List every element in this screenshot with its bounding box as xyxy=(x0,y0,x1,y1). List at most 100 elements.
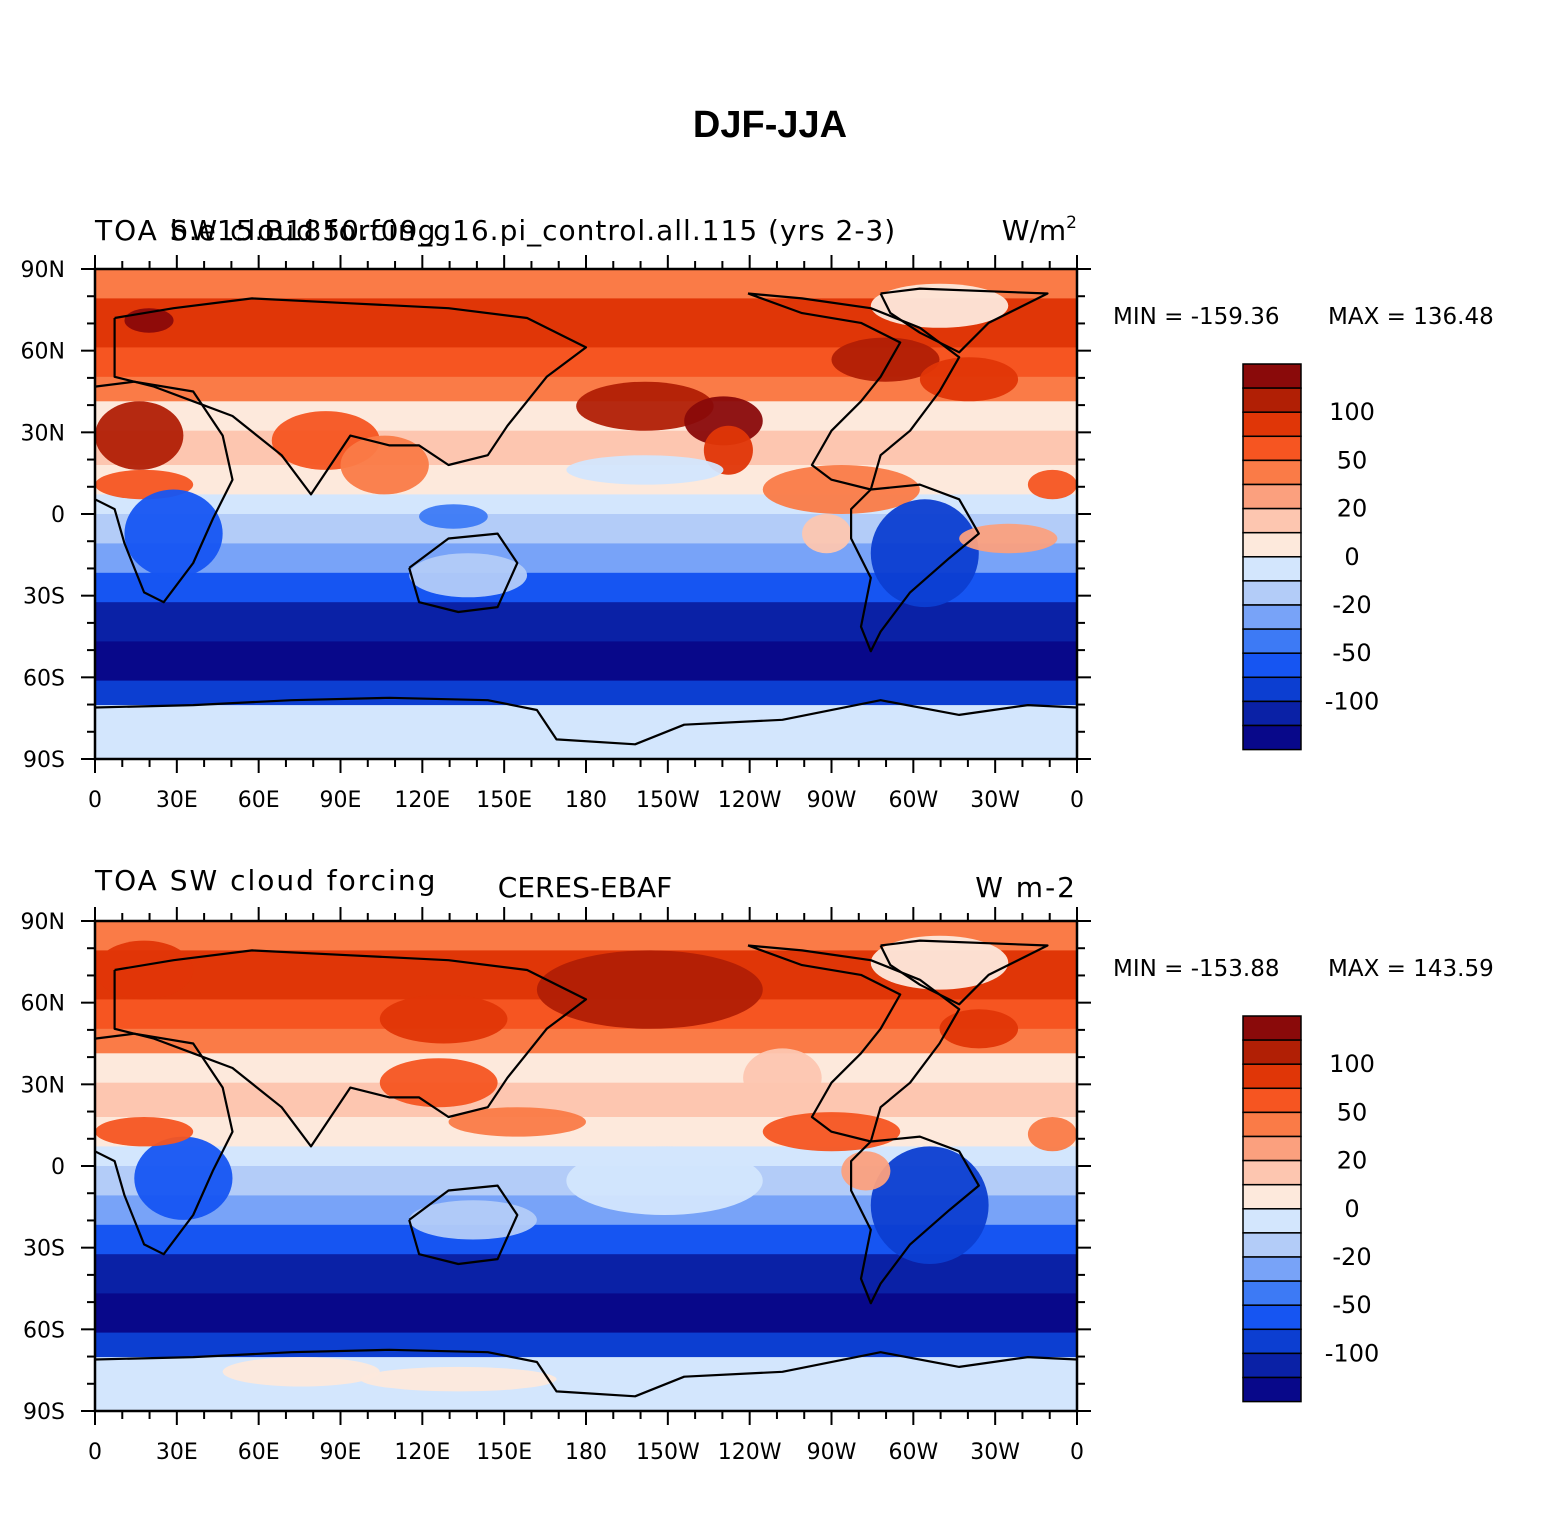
colorbar-box xyxy=(1242,1111,1302,1138)
axis-ticks: 0 30E 60E 90E 120E 150E 180 150W 120W 90W 60W 30W 09… xyxy=(21,255,1091,813)
x-tick-label: 90W xyxy=(807,1440,857,1465)
y-tick-label: 30N xyxy=(21,421,65,446)
contour-region xyxy=(959,523,1058,554)
max-label: MAX = 143.59 xyxy=(1328,956,1494,982)
colorbar-box xyxy=(1242,628,1302,654)
contour-region xyxy=(939,1009,1019,1049)
contour-region xyxy=(360,1366,557,1392)
contour-region xyxy=(566,1146,763,1215)
coastline xyxy=(879,287,1049,354)
colorbar-label: 100 xyxy=(1329,1050,1375,1078)
colorbar-box xyxy=(1242,435,1302,462)
contour-region xyxy=(762,465,920,514)
colorbar-box xyxy=(1242,483,1302,510)
contour-region xyxy=(379,1058,498,1108)
latitude-band-fill xyxy=(95,1082,1077,1118)
panel-units: W/m2 xyxy=(1002,213,1077,247)
contour-region xyxy=(95,940,194,1000)
x-tick-label: 30E xyxy=(156,788,198,813)
latitude-band-fill xyxy=(95,1293,1077,1334)
x-tick-label: 60W xyxy=(888,1440,938,1465)
x-tick-label: 150W xyxy=(636,788,700,813)
colorbar-box xyxy=(1242,531,1302,558)
contour-region xyxy=(802,514,852,554)
colorbar-box xyxy=(1242,1159,1302,1186)
contour-region xyxy=(134,1136,233,1220)
contour-region xyxy=(222,1357,380,1387)
contour-region xyxy=(576,381,714,431)
x-tick-label: 120W xyxy=(718,1440,782,1465)
colorbar-box xyxy=(1242,1304,1302,1331)
colorbar-box xyxy=(1242,507,1302,534)
coastline xyxy=(95,696,1077,746)
coastline xyxy=(747,292,961,491)
axis-ticks: 0 30E 60E 90E 120E 150E 180 150W 120W 90W 60W 30W 09… xyxy=(21,907,1091,1465)
coastline xyxy=(95,1348,1077,1398)
map-plot xyxy=(95,921,1077,1411)
contour-region xyxy=(841,1151,891,1191)
colorbar-box xyxy=(1242,1208,1302,1234)
colorbar-box xyxy=(1242,556,1302,582)
latitude-band-fill xyxy=(95,1117,1077,1148)
colorbar-box xyxy=(1242,1352,1302,1379)
latitude-band-fill xyxy=(95,1146,1077,1167)
x-tick-label: 180 xyxy=(565,788,607,813)
colorbar-box xyxy=(1242,1328,1302,1355)
colorbar-label: -100 xyxy=(1325,1339,1379,1367)
y-tick-label: 90S xyxy=(23,748,65,773)
colorbar-box xyxy=(1242,411,1302,438)
colorbar-label: -20 xyxy=(1332,1243,1371,1271)
x-tick-label: 90E xyxy=(320,788,362,813)
x-tick-label: 0 xyxy=(1070,1440,1084,1465)
panel-model: TOA SW cloud forcing b.e15.B1850.f09_g16… xyxy=(21,213,1494,813)
colorbar: 100 50 20 0 -20 -50 -100 xyxy=(1242,363,1379,751)
x-tick-label: 0 xyxy=(88,788,102,813)
coastline xyxy=(850,1135,980,1305)
contour-region xyxy=(566,455,724,485)
contour-region xyxy=(870,283,1009,328)
y-tick-label: 30S xyxy=(23,585,65,610)
x-tick-label: 150E xyxy=(476,1440,532,1465)
colorbar-label: 50 xyxy=(1337,1098,1368,1126)
x-tick-label: 150W xyxy=(636,1440,700,1465)
panel-observation: TOA SW cloud forcing CERES-EBAF W m-2 0 3… xyxy=(21,864,1494,1465)
colorbar-label: -100 xyxy=(1325,687,1379,715)
colorbar-box xyxy=(1242,363,1302,389)
colorbar-box xyxy=(1242,580,1302,606)
x-tick-label: 30W xyxy=(970,1440,1020,1465)
colorbar-box xyxy=(1242,1015,1302,1041)
colorbar-box xyxy=(1242,1376,1302,1403)
colorbar-box xyxy=(1242,724,1302,751)
y-tick-label: 90N xyxy=(21,910,65,935)
contour-region xyxy=(379,994,508,1044)
colorbar-label: 20 xyxy=(1337,1147,1368,1175)
x-tick-label: 120W xyxy=(718,788,782,813)
x-tick-label: 60E xyxy=(238,1440,280,1465)
coastlines xyxy=(95,287,1077,746)
colorbar-label: 0 xyxy=(1344,543,1359,571)
coastline xyxy=(408,532,519,614)
colorbar-box xyxy=(1242,700,1302,727)
x-tick-label: 60E xyxy=(238,788,280,813)
x-tick-label: 150E xyxy=(476,788,532,813)
colorbar-box xyxy=(1242,1063,1302,1090)
colorbar-box xyxy=(1242,1183,1302,1210)
y-tick-label: 30N xyxy=(21,1073,65,1098)
x-tick-label: 90W xyxy=(807,788,857,813)
y-tick-label: 60S xyxy=(23,666,65,691)
y-tick-label: 60S xyxy=(23,1318,65,1343)
colorbar-box xyxy=(1242,1256,1302,1282)
contour-region xyxy=(703,425,753,475)
contour-region xyxy=(743,1048,822,1108)
contour-region xyxy=(95,401,184,470)
panel-center-title: CERES-EBAF xyxy=(498,871,672,904)
colorbar-box xyxy=(1242,1232,1302,1258)
colorbar-box xyxy=(1242,387,1302,413)
contour-region xyxy=(1027,1117,1077,1152)
colorbar-label: -20 xyxy=(1332,591,1371,619)
colorbar-box xyxy=(1242,1039,1302,1065)
coastline xyxy=(747,944,961,1143)
colorbar-box xyxy=(1242,1135,1302,1162)
latitude-band-fill xyxy=(95,641,1077,682)
